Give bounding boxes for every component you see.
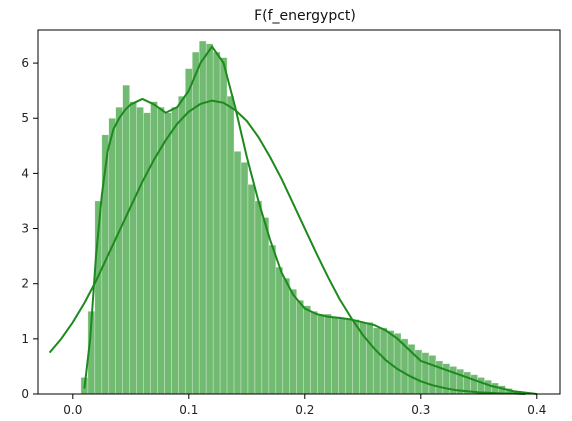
histogram-bar (191, 51, 200, 395)
histogram-bar (164, 112, 172, 395)
histogram-bar (185, 68, 193, 395)
histogram-bar (428, 355, 437, 395)
histogram-bar (421, 352, 430, 395)
histogram-bar (171, 106, 179, 395)
histogram-bar (150, 101, 158, 395)
histogram-bar (226, 95, 235, 395)
histogram-bar (136, 106, 144, 395)
histogram-bar (331, 316, 339, 395)
histogram-bar (296, 299, 304, 395)
histogram-bar (261, 217, 270, 395)
y-tick-label: 6 (21, 56, 29, 70)
histogram-bar (122, 84, 130, 395)
y-axis: 0 1 2 3 4 5 6 (21, 56, 38, 401)
x-axis: 0.0 0.1 0.2 0.3 0.4 (63, 394, 546, 417)
histogram-bar (317, 313, 325, 395)
plot-area-frame (37, 29, 561, 395)
y-tick-label: 5 (21, 111, 29, 125)
histogram-bar (345, 319, 353, 395)
histogram-bar (198, 40, 207, 395)
histogram-bar (282, 277, 291, 395)
y-tick-label: 2 (21, 277, 29, 291)
histogram-bar (212, 51, 221, 395)
x-tick-label: 0.2 (295, 403, 314, 417)
y-tick-label: 1 (21, 332, 29, 346)
histogram-bar (115, 106, 123, 395)
histogram-bar (338, 317, 346, 395)
density-lines (48, 45, 537, 395)
x-tick-label: 0.3 (411, 403, 430, 417)
x-tick-label: 0.1 (179, 403, 198, 417)
y-tick-label: 3 (21, 222, 29, 236)
histogram-bar (233, 151, 242, 395)
histogram-bar (247, 184, 256, 395)
histogram-bar (108, 117, 117, 395)
x-tick-label: 0.4 (527, 403, 546, 417)
histogram-bar (352, 319, 360, 395)
histogram-bar (303, 305, 311, 395)
histogram-bar (275, 266, 284, 395)
histogram-bar (205, 43, 214, 395)
y-tick-label: 0 (21, 387, 29, 401)
histogram-bar (240, 162, 249, 395)
fit-line (48, 99, 526, 395)
histogram-bar (289, 288, 297, 395)
histogram-bar (310, 310, 318, 395)
kde-line (83, 45, 537, 395)
y-tick-label: 4 (21, 166, 29, 180)
histogram-bar (324, 313, 332, 395)
histogram-bar (178, 95, 186, 395)
histogram-bar (372, 327, 381, 395)
histogram-bar (365, 322, 374, 395)
histogram-bar (143, 112, 151, 395)
histogram-bar (129, 101, 137, 395)
histogram-bar (254, 200, 263, 395)
histogram-bar (219, 57, 228, 395)
chart-title: F(f_energypct) (254, 8, 356, 24)
histogram-bar (268, 244, 277, 395)
x-tick-label: 0.0 (63, 403, 82, 417)
